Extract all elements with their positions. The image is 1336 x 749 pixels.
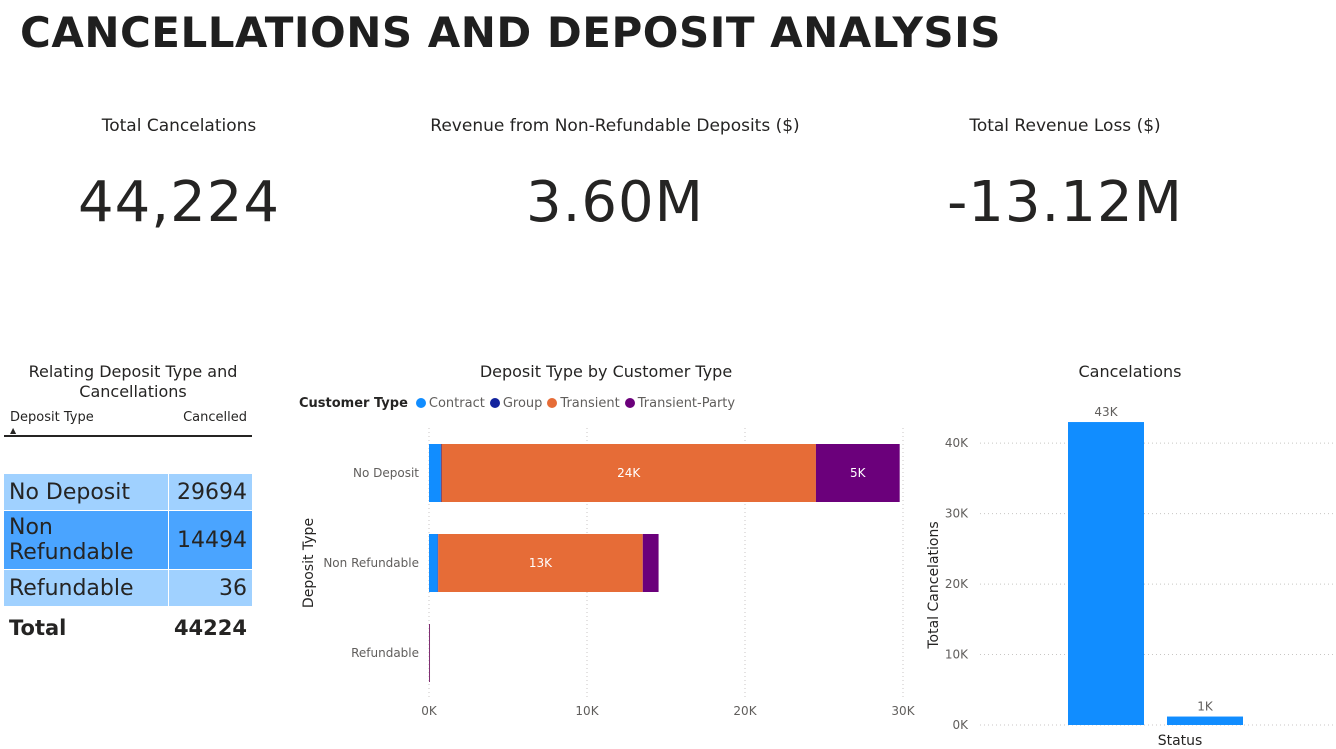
x-tick-label: 30K [891,704,915,718]
legend-dot-icon [415,398,426,408]
legend-dot-icon [547,398,558,408]
kpi-total-revenue-loss[interactable]: Total Revenue Loss ($) -13.12M [920,116,1210,235]
bar-segment-group[interactable] [437,534,439,592]
legend-dot-icon [624,398,635,408]
cell-deposit-type: No Deposit [4,473,169,511]
cell-deposit-type: Refundable [4,569,169,606]
y-tick-label: 30K [945,507,969,521]
sort-ascending-icon[interactable]: ▲ [10,426,17,435]
y-tick-label: Refundable [351,646,419,660]
cell-cancelled: 36 [168,569,252,606]
kpi-value: 44,224 [78,170,280,235]
kpi-value: -13.12M [947,170,1183,235]
legend-item-transient-party[interactable]: Transient-Party [624,395,736,411]
x-tick-label: 10K [575,704,599,718]
y-tick-label: Non Refundable [323,556,419,570]
data-label: 43K [1094,405,1118,419]
bar-segment-transient[interactable] [441,444,816,502]
column-header-deposit-type[interactable]: Deposit Type ▲ [4,408,169,436]
customer-type-legend: Customer Type Contract Group Transient Tran… [299,394,740,412]
cell-cancelled: 14494 [168,510,252,570]
y-axis-title: Total Cancelations [926,521,942,649]
x-tick-label: 20K [733,704,757,718]
page-title: CANCELLATIONS AND DEPOSIT ANALYSIS [20,8,1002,57]
data-label: 5K [850,466,867,480]
deposit-customer-chart[interactable]: 0K 10K 20K 30K No Deposit 24K 5K Non Refundable… [296,420,926,720]
y-tick-label: No Deposit [353,466,419,480]
table-row[interactable]: Refundable 36 [4,569,252,606]
table-title: Relating Deposit Type and Cancellations [28,362,238,401]
column-bar[interactable] [1167,716,1243,725]
y-tick-label: 20K [945,577,969,591]
bar-segment-transient-party[interactable] [642,534,659,592]
table-row[interactable]: No Deposit 29694 [4,473,252,511]
legend-item-contract[interactable]: Contract [415,395,485,411]
kpi-total-cancelations[interactable]: Total Cancelations 44,224 [48,116,310,235]
data-label: 1K [1197,700,1214,714]
bar-segment-transient-party[interactable] [815,444,900,502]
cell-deposit-type: Non Refundable [4,510,169,570]
column-bar[interactable] [1068,422,1144,725]
y-axis-title: Deposit Type [301,518,317,608]
total-value: 44224 [168,606,252,646]
kpi-label: Total Cancelations [101,116,257,136]
column-header-cancelled[interactable]: Cancelled [183,410,247,425]
kpi-label: Total Revenue Loss ($) [969,116,1161,136]
cancelations-chart[interactable]: 0K 10K 20K 30K 40K 43K 1K Status Total Cancelati… [922,390,1336,749]
bar-segment-group[interactable] [440,444,442,502]
data-label: 24K [617,466,641,480]
cell-cancelled: 29694 [168,473,252,511]
deposit-cancellation-table[interactable]: Deposit Type ▲ Cancelled No Deposit 29694… [4,408,252,646]
total-label: Total [4,606,169,646]
x-axis-title: Status [1158,733,1203,749]
bar-segment-contract[interactable] [429,444,441,502]
table-total-row: Total 44224 [4,606,252,646]
column-header-label: Deposit Type [10,410,94,425]
header-divider [4,435,252,474]
table-row[interactable]: Non Refundable 14494 [4,510,252,570]
legend-item-group[interactable]: Group [489,395,543,411]
cancelations-chart-title: Cancelations [1078,362,1182,381]
bar-segment-transient-party[interactable] [429,624,431,682]
kpi-label: Revenue from Non-Refundable Deposits ($) [430,116,800,136]
deposit-customer-chart-title: Deposit Type by Customer Type [479,362,733,381]
x-tick-label: 0K [421,704,438,718]
legend-label: Transient [560,395,620,411]
legend-dot-icon [489,398,500,408]
bar-segment-transient[interactable] [438,534,643,592]
y-tick-label: 40K [945,436,969,450]
data-label: 13K [529,556,553,570]
kpi-value: 3.60M [525,170,704,235]
bar-segment-transient[interactable] [429,624,430,682]
legend-item-transient[interactable]: Transient [547,395,620,411]
y-tick-label: 10K [945,648,969,662]
y-tick-label: 0K [952,718,969,732]
legend-label: Contract [428,395,485,411]
legend-label: Transient-Party [637,395,736,411]
kpi-non-refundable-revenue[interactable]: Revenue from Non-Refundable Deposits ($)… [420,116,810,235]
legend-title: Customer Type [299,395,408,411]
legend-label: Group [502,395,543,411]
bar-segment-contract[interactable] [429,534,438,592]
